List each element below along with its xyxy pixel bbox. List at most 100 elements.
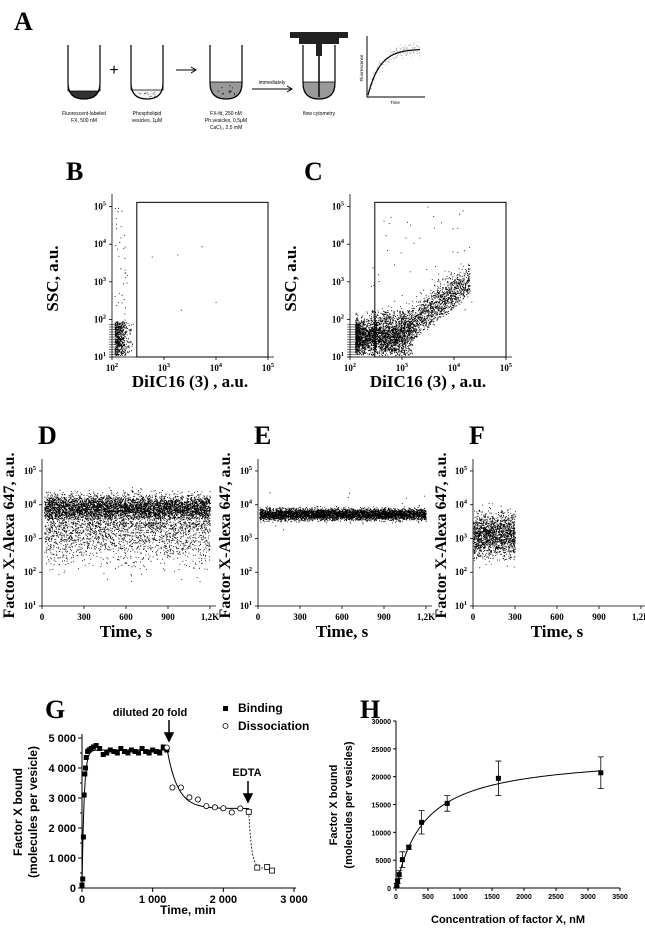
y-tick-label: 104 (24, 499, 37, 510)
inset-point (405, 46, 407, 48)
panel-label-f: F (469, 421, 485, 450)
inset-point (416, 45, 418, 47)
y-tick-label: 103 (24, 532, 36, 543)
inset-point (402, 48, 404, 50)
y-tick-label: 102 (332, 313, 344, 324)
data-point (396, 872, 402, 878)
inset-point (408, 45, 409, 46)
y-tick-label: 5 000 (48, 733, 76, 745)
x-tick-label: 105 (262, 362, 274, 373)
inset-point (395, 55, 396, 57)
inset-point (404, 52, 406, 54)
inset-point (413, 52, 415, 54)
x-tick-label: 3000 (580, 894, 596, 901)
panel-h: H 0 5000 10000 15000 20000 25000 30000 0 500 1000 1… (328, 695, 628, 926)
y-tick-label: 15000 (372, 803, 392, 810)
particle (152, 93, 154, 95)
inset-point (371, 83, 373, 85)
y-tick-label: 101 (24, 600, 36, 611)
inset-point (418, 42, 420, 44)
inset-curve (367, 49, 421, 96)
y-tick-label: 25000 (372, 747, 392, 754)
panel-a-schematic: + immediately Time Fluorescence Fluorescent-… (62, 32, 425, 131)
legend-dissociation-label: Dissociation (238, 719, 309, 733)
inset-point (405, 46, 407, 48)
particle (229, 90, 231, 92)
inset-point (387, 58, 389, 60)
y-tick-label: 1 000 (48, 853, 76, 865)
y-axis-label: SSC, a.u. (43, 245, 62, 311)
inset-point (388, 54, 390, 56)
particle (153, 91, 155, 93)
y-tick-label: 20000 (372, 775, 392, 782)
inset-point (376, 72, 378, 73)
x-tick-label: 104 (210, 362, 223, 373)
x-tick-label: 600 (550, 612, 564, 622)
inset-point (412, 48, 414, 50)
binding-point (146, 750, 152, 756)
inset-point (412, 43, 414, 45)
inset-point (405, 48, 407, 50)
cytometer-base (299, 38, 339, 44)
dissociation-point (177, 784, 184, 791)
inset-point (413, 44, 415, 46)
inset-point (405, 48, 407, 50)
particle (150, 95, 152, 97)
inset-point (373, 72, 374, 74)
y-tick-label: 2 000 (48, 823, 76, 835)
panel-f: F 101 102 103 104 105 0 300 600 900 1,2K Time, s Fac… (433, 421, 645, 641)
y-tick-label: 105 (94, 201, 106, 212)
binding-point (118, 746, 124, 751)
inset-point (378, 64, 379, 66)
inset-point (382, 64, 384, 65)
particle (140, 92, 142, 94)
y-tick-label: 103 (332, 276, 344, 287)
panel-d: D 101 102 103 104 105 0 300 600 900 1,2K Time, s Fac… (1, 421, 219, 641)
binding-point (81, 792, 87, 798)
inset-point (399, 54, 401, 56)
particle (153, 96, 155, 98)
x-axis-label: Time, s (316, 622, 369, 641)
edta-point (264, 864, 271, 870)
arrow-icon (176, 66, 197, 74)
tube-caption: CaCl₂, 2,5 mM (210, 125, 243, 131)
edta-fit-line (248, 811, 273, 869)
inset-point (415, 46, 416, 48)
inset-point (369, 84, 371, 86)
inset-point (401, 55, 402, 56)
inset-point (401, 55, 403, 57)
binding-point (150, 747, 156, 753)
tube-mixture (209, 45, 243, 100)
y-tick-label: 101 (240, 600, 252, 611)
tube-vesicles (130, 45, 164, 100)
binding-point (100, 752, 106, 757)
y-axis-label: Factor X-Alexa 647, a.u. (1, 453, 18, 619)
binding-point (80, 876, 86, 882)
data-point (399, 857, 405, 863)
dissociation-point (237, 805, 244, 812)
panel-e: E 101 102 103 104 105 0 300 600 900 1,2K Time, s Fac… (217, 421, 435, 641)
inset-point (405, 47, 407, 49)
scatter-points (259, 492, 427, 531)
particle (144, 93, 146, 95)
inset-point (413, 42, 415, 44)
inset-point (392, 57, 393, 58)
inset-point (374, 72, 376, 74)
inset-xlabel: Time (390, 100, 400, 105)
y-tick-label: 102 (24, 566, 36, 577)
y-axis-label: SSC, a.u. (281, 245, 300, 311)
binding-point (128, 747, 134, 753)
annotation-diluted: diluted 20 fold (113, 707, 188, 719)
inset-point (393, 51, 395, 53)
inset-point (409, 53, 411, 54)
inset-point (399, 54, 400, 56)
scatter-points (355, 206, 473, 356)
inset-point (419, 55, 421, 56)
x-tick-label: 300 (293, 612, 307, 622)
inset-axes (366, 36, 425, 98)
particle (215, 95, 217, 97)
y-axis-label: Factor X bound (328, 765, 340, 846)
inset-point (400, 48, 402, 50)
